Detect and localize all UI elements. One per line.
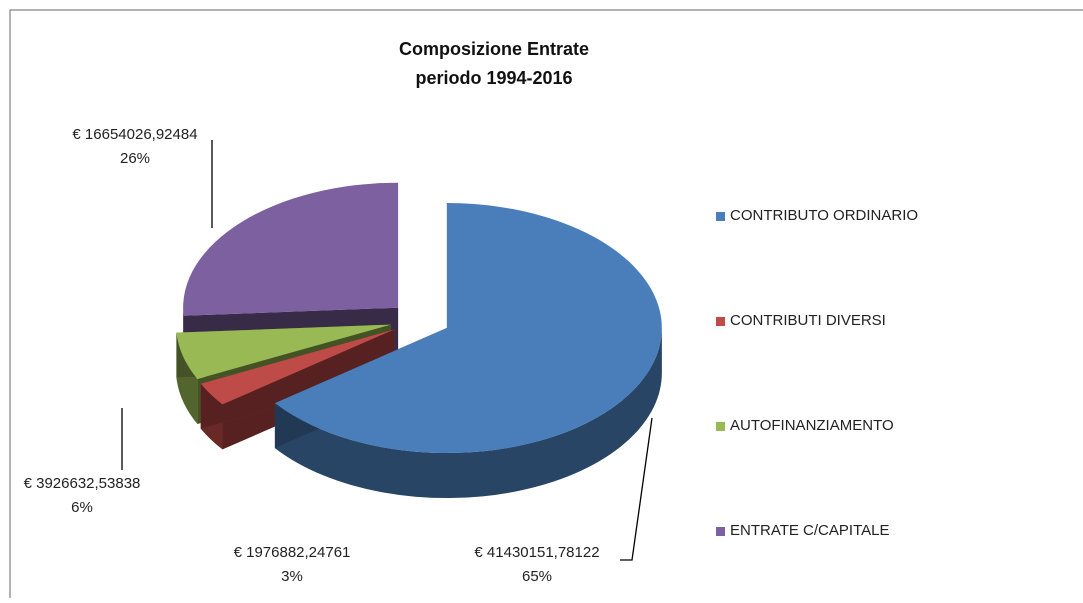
data-label: € 1976882,24761 [234,544,351,561]
data-label-percent: 6% [71,499,93,516]
legend-label: ENTRATE C/CAPITALE [730,522,889,539]
chart-title: Composizione Entrate [399,39,589,59]
legend-swatch [716,527,725,536]
data-label: € 41430151,78122 [474,544,599,561]
legend-label: AUTOFINANZIAMENTO [730,417,894,434]
legend-label: CONTRIBUTO ORDINARIO [730,207,918,224]
data-label-percent: 26% [120,150,150,167]
data-label: € 16654026,92484 [72,126,197,143]
data-label-percent: 65% [522,568,552,585]
legend-swatch [716,422,725,431]
chart-title: periodo 1994-2016 [415,68,572,88]
legend-label: CONTRIBUTI DIVERSI [730,312,886,329]
legend-swatch [716,212,725,221]
legend-swatch [716,317,725,326]
data-label-percent: 3% [281,568,303,585]
data-label: € 3926632,53838 [24,475,141,492]
